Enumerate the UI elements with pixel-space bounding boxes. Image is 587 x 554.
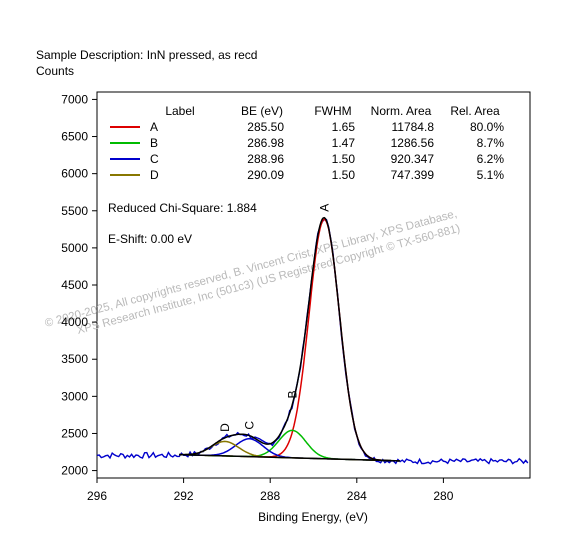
watermark: © 2020-2025, All copyrights reserved, B.… (44, 208, 462, 337)
table-cell-norm-area: 1286.56 (391, 136, 435, 150)
table-cell-rel-area: 6.2% (477, 152, 505, 166)
y-tick-label: 6500 (61, 130, 88, 144)
table-cell-norm-area: 920.347 (391, 152, 435, 166)
y-tick-label: 3500 (61, 352, 88, 366)
peak-labels: A B C D (218, 204, 331, 432)
y-tick-label: 2000 (61, 464, 88, 478)
y-tick-label: 2500 (61, 426, 88, 440)
sample-description: Sample Description: InN pressed, as recd (36, 48, 257, 62)
y-tick-label: 5500 (61, 204, 88, 218)
table-cell-be: 286.98 (247, 136, 284, 150)
table-cell-rel-area: 8.7% (477, 136, 505, 150)
peak-label-b: B (285, 391, 299, 399)
peak-label-a: A (317, 204, 331, 212)
table-cell-label: D (150, 168, 159, 182)
axis-ticks: 2000 2500 3000 3500 4000 4500 5000 5500 6000 6500… (61, 92, 453, 503)
table-cell-rel-area: 80.0% (470, 120, 504, 134)
table-cell-label: A (150, 120, 158, 134)
x-tick-label: 292 (174, 489, 194, 503)
table-cell-be: 285.50 (247, 120, 284, 134)
y-tick-label: 4000 (61, 315, 88, 329)
table-cell-label: C (150, 152, 159, 166)
traces (96, 216, 529, 465)
table-cell-label: B (150, 136, 158, 150)
table-cell-fwhm: 1.50 (332, 152, 356, 166)
chi-square-annotation: Reduced Chi-Square: 1.884 (108, 201, 257, 215)
eshift-annotation: E-Shift: 0.00 eV (108, 232, 192, 246)
x-tick-label: 288 (260, 489, 280, 503)
baseline-line (179, 453, 401, 462)
table-cell-be: 290.09 (247, 168, 284, 182)
table-cell-norm-area: 11784.8 (392, 120, 435, 134)
table-header-fwhm: FWHM (314, 104, 351, 118)
table-cell-norm-area: 747.399 (391, 168, 435, 182)
table-cell-be: 288.96 (247, 152, 284, 166)
y-tick-label: 6000 (61, 167, 88, 181)
table-header-rel-area: Rel. Area (450, 104, 500, 118)
table-cell-fwhm: 1.50 (332, 168, 356, 182)
y-tick-label: 7000 (61, 92, 88, 106)
x-axis-label: Binding Energy, (eV) (258, 510, 368, 524)
y-tick-label: 3000 (61, 389, 88, 403)
x-tick-label: 284 (347, 489, 367, 503)
watermark-line-1: © 2020-2025, All copyrights reserved, B.… (44, 208, 459, 330)
fit-table: Label BE (eV) FWHM Norm. Area Rel. Area … (110, 104, 504, 182)
envelope-line (179, 216, 399, 462)
plot-frame (96, 91, 531, 479)
table-header-norm-area: Norm. Area (371, 104, 432, 118)
table-header-label: Label (165, 104, 194, 118)
y-tick-label: 5000 (61, 241, 88, 255)
y-axis-label: Counts (36, 64, 74, 78)
x-tick-label: 296 (87, 489, 107, 503)
table-cell-rel-area: 5.1% (477, 168, 505, 182)
y-tick-label: 4500 (61, 278, 88, 292)
table-cell-fwhm: 1.65 (332, 120, 356, 134)
x-tick-label: 280 (433, 489, 453, 503)
table-header-be: BE (eV) (241, 104, 283, 118)
peak-label-d: D (218, 423, 232, 432)
table-cell-fwhm: 1.47 (332, 136, 356, 150)
peak-label-c: C (242, 421, 256, 430)
